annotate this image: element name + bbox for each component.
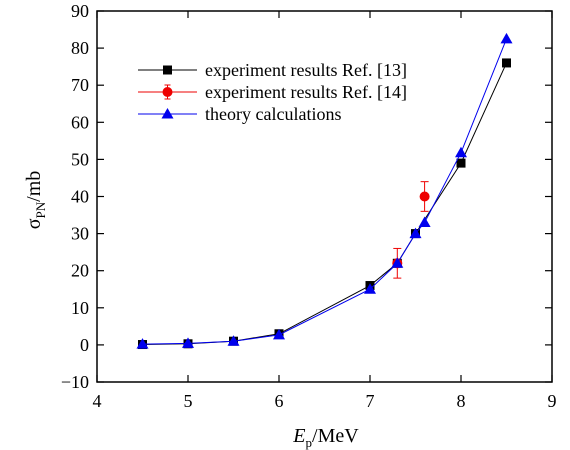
data-point <box>418 216 431 227</box>
legend-label: experiment results Ref. [13] <box>205 60 407 80</box>
legend-item: experiment results Ref. [14] <box>138 82 407 102</box>
y-axis-label-main: σ <box>23 218 45 229</box>
legend-item: theory calculations <box>138 104 341 124</box>
data-point <box>391 257 404 268</box>
legend-label: experiment results Ref. [14] <box>205 82 407 102</box>
x-axis-label-unit: /MeV <box>312 425 359 447</box>
y-tick-label: 60 <box>71 112 89 132</box>
series-line <box>142 38 507 345</box>
y-tick-label: 20 <box>71 261 89 281</box>
legend-label: theory calculations <box>205 104 341 124</box>
x-axis-label: Ep/MeV <box>292 425 359 450</box>
legend-marker <box>163 65 172 75</box>
y-axis-label-unit: /mb <box>23 171 45 202</box>
y-tick-label: 50 <box>71 149 89 169</box>
y-axis-ticks: −10 0 10 20 30 40 50 60 70 80 90 <box>61 1 552 392</box>
data-point <box>456 158 466 168</box>
series-triangle <box>136 32 513 349</box>
legend-marker <box>161 108 174 119</box>
x-tick-label: 5 <box>184 391 193 411</box>
legend-marker <box>162 87 173 97</box>
x-tick-label: 8 <box>457 391 466 411</box>
y-axis-label-sub: PN <box>33 201 48 218</box>
series-layer <box>136 32 513 350</box>
x-axis-label-sub: p <box>306 435 313 450</box>
y-tick-label: 10 <box>71 298 89 318</box>
data-point <box>227 335 240 346</box>
data-point <box>419 191 430 202</box>
data-point <box>409 227 422 239</box>
y-tick-label: 0 <box>80 335 89 355</box>
y-tick-label: 70 <box>71 75 89 95</box>
data-point <box>273 328 285 340</box>
legend: experiment results Ref. [13]experiment r… <box>138 60 407 124</box>
x-tick-label: 7 <box>366 391 375 411</box>
data-point <box>500 32 513 44</box>
x-tick-label: 4 <box>93 391 102 411</box>
y-tick-label: 80 <box>71 38 89 58</box>
x-tick-label: 9 <box>548 391 557 411</box>
x-axis-label-main: E <box>292 425 305 447</box>
y-tick-label: 30 <box>71 224 89 244</box>
y-axis-label: σPN/mb <box>23 171 48 230</box>
series-square <box>138 58 511 350</box>
x-axis-ticks: 4 5 6 7 8 9 <box>93 11 557 411</box>
data-point <box>502 58 511 68</box>
legend-item: experiment results Ref. [13] <box>138 60 407 80</box>
y-tick-label: 90 <box>71 1 89 21</box>
data-point <box>455 146 467 158</box>
data-point <box>136 338 149 349</box>
y-tick-label: 40 <box>71 187 89 207</box>
x-tick-label: 6 <box>275 391 284 411</box>
y-tick-label: −10 <box>61 372 89 392</box>
data-point <box>182 337 194 348</box>
data-point <box>364 283 376 294</box>
